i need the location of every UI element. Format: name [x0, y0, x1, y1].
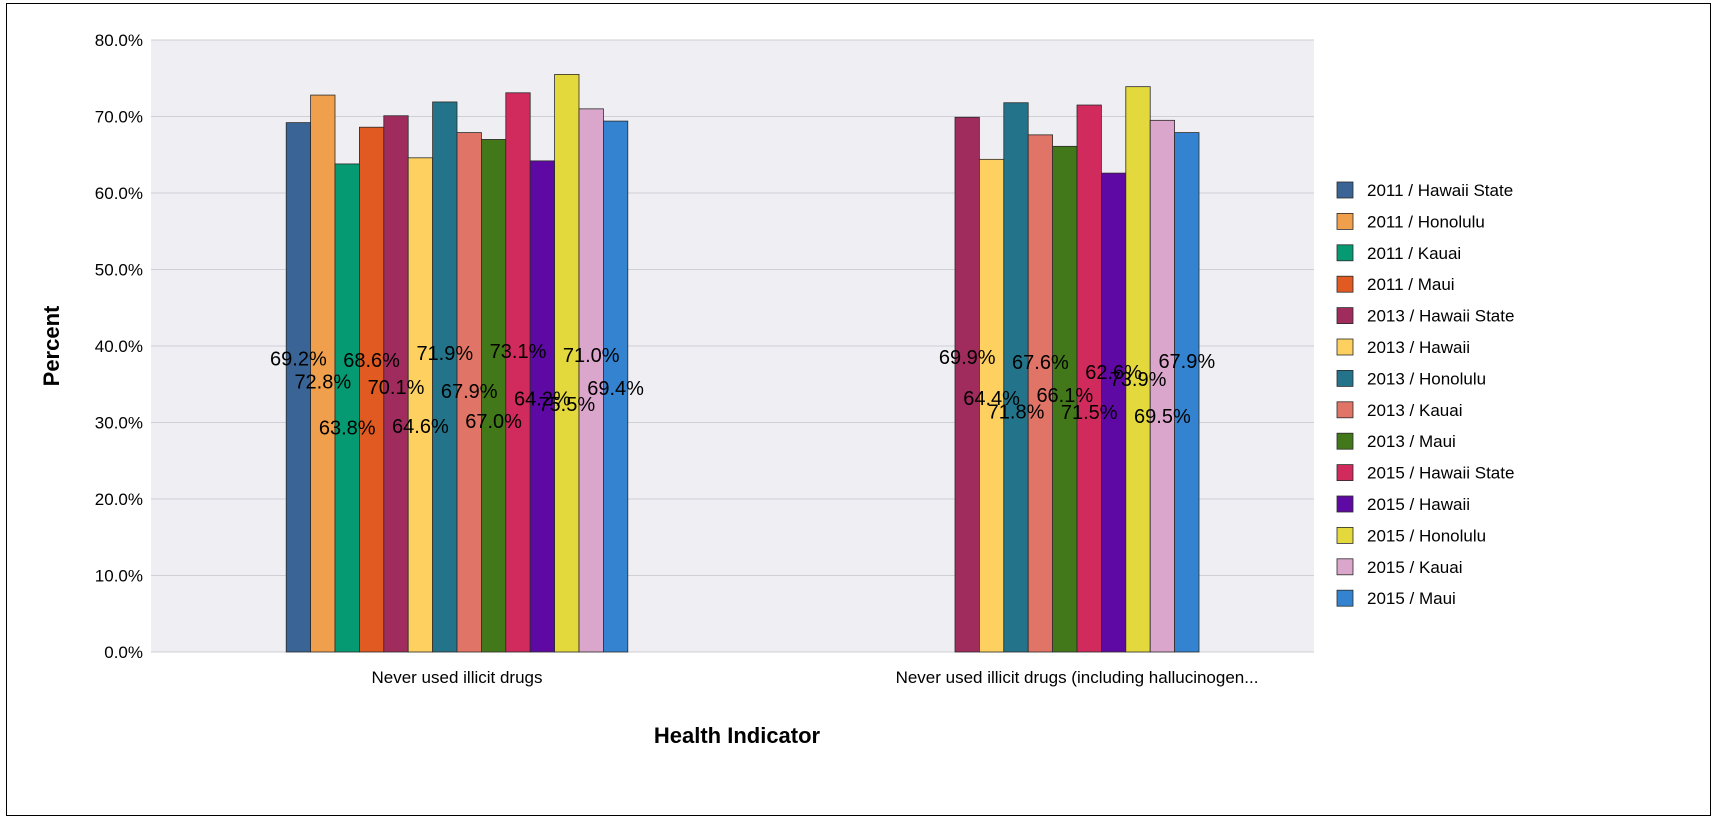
data-label: 67.6% — [1012, 352, 1069, 374]
legend-label: 2015 / Kauai — [1367, 558, 1462, 577]
data-label: 71.8% — [988, 401, 1045, 423]
bar — [285, 122, 312, 653]
bar — [578, 108, 604, 653]
legend-swatch — [1336, 527, 1354, 544]
legend-label: 2013 / Hawaii — [1367, 338, 1470, 357]
data-label: 73.9% — [1110, 369, 1167, 391]
bar — [1101, 172, 1127, 653]
x-axis-ticks: Never used illicit drugs Never used illic… — [371, 668, 1258, 687]
bar — [358, 126, 385, 653]
data-label: 69.9% — [939, 347, 996, 369]
data-label: 69.2% — [270, 349, 327, 371]
y-tick-label: 60.0% — [95, 184, 143, 203]
legend-swatch — [1336, 212, 1354, 230]
legend-swatch — [1336, 181, 1354, 199]
data-label: 71.0% — [563, 345, 620, 367]
x-axis-title: Health Indicator — [654, 723, 821, 748]
data-label: 75.5% — [538, 394, 595, 416]
chart-frame: 0.0% 10.0% 20.0% 30.0% 40.0% 50.0% 60.0% 70.0% 8… — [6, 3, 1711, 816]
bar — [432, 101, 458, 653]
legend-label: 2011 / Hawaii State — [1367, 181, 1513, 200]
legend-swatch — [1336, 244, 1354, 262]
legend-swatch — [1336, 401, 1354, 419]
legend-swatch — [1336, 369, 1354, 387]
bar — [954, 116, 980, 653]
y-tick-label: 80.0% — [95, 31, 143, 50]
legend-label: 2011 / Kauai — [1367, 244, 1461, 263]
legend-swatch — [1336, 432, 1354, 450]
legend-swatch — [1336, 464, 1354, 482]
bar — [480, 139, 507, 653]
legend-label: 2013 / Maui — [1367, 432, 1456, 451]
data-label: 69.5% — [1134, 406, 1191, 428]
data-label: 69.4% — [587, 378, 644, 400]
bar — [383, 115, 409, 653]
data-label: 66.1% — [1036, 385, 1093, 407]
bar — [979, 158, 1005, 653]
legend-swatch — [1336, 275, 1354, 293]
y-tick-label: 50.0% — [95, 261, 143, 280]
x-tick-label: Never used illicit drugs (including hall… — [896, 668, 1259, 687]
legend-label: 2013 / Honolulu — [1367, 369, 1486, 388]
legend-label: 2011 / Honolulu — [1367, 212, 1485, 231]
data-label: 64.6% — [392, 416, 449, 438]
legend-label: 2013 / Kauai — [1367, 401, 1462, 420]
bar — [334, 163, 360, 653]
data-label: 62.6% — [1085, 362, 1142, 384]
data-label: 71.5% — [1061, 402, 1118, 424]
legend-label: 2015 / Maui — [1367, 589, 1456, 608]
y-tick-label: 30.0% — [95, 414, 143, 433]
data-label: 67.0% — [465, 411, 522, 433]
legend-swatch — [1336, 338, 1354, 356]
data-label: 73.1% — [490, 341, 547, 363]
data-label: 63.8% — [319, 417, 376, 439]
bar — [554, 74, 580, 653]
data-label: 68.6% — [343, 350, 400, 372]
data-label: 64.4% — [963, 388, 1020, 410]
legend-label: 2015 / Hawaii State — [1367, 464, 1514, 483]
x-tick-label: Never used illicit drugs — [371, 668, 542, 687]
data-label: 64.2% — [514, 389, 571, 411]
y-axis-title: Percent — [39, 305, 64, 386]
bar — [407, 157, 434, 653]
y-tick-label: 0.0% — [104, 643, 143, 662]
bar — [529, 160, 556, 653]
y-tick-label: 40.0% — [95, 337, 143, 356]
legend-label: 2011 / Maui — [1367, 275, 1455, 294]
legend: 2011 / Hawaii State 2011 / Honolulu 2011 /… — [1336, 181, 1514, 608]
data-label: 67.9% — [441, 381, 498, 403]
bar — [1125, 86, 1151, 653]
legend-swatch — [1336, 558, 1354, 576]
bars — [285, 74, 1200, 653]
bar — [505, 92, 531, 653]
data-label: 67.9% — [1158, 351, 1215, 373]
y-axis-ticks: 0.0% 10.0% 20.0% 30.0% 40.0% 50.0% 60.0% 70.0% 8… — [95, 31, 143, 662]
legend-label: 2015 / Hawaii — [1367, 495, 1470, 514]
bar — [310, 94, 336, 653]
legend-swatch — [1336, 589, 1354, 607]
legend-swatch — [1336, 495, 1354, 513]
bar — [1003, 102, 1029, 653]
bar — [1027, 134, 1054, 653]
data-label: 71.9% — [416, 343, 473, 365]
bar — [1076, 104, 1102, 653]
data-label: 70.1% — [368, 377, 425, 399]
bar-chart: 0.0% 10.0% 20.0% 30.0% 40.0% 50.0% 60.0% 70.0% 8… — [39, 31, 1514, 748]
legend-swatch — [1336, 307, 1354, 325]
y-tick-label: 70.0% — [95, 108, 143, 127]
data-labels: 69.2%72.8% 63.8% 68.6% 70.1% 64.6% 71.9% 67.9%… — [270, 341, 1215, 440]
legend-label: 2013 / Hawaii State — [1367, 307, 1514, 326]
bar — [1174, 132, 1200, 653]
y-tick-label: 10.0% — [95, 567, 143, 586]
y-tick-label: 20.0% — [95, 490, 143, 509]
legend-label: 2015 / Honolulu — [1367, 526, 1486, 545]
data-label: 72.8% — [294, 371, 351, 393]
bar — [603, 120, 629, 653]
